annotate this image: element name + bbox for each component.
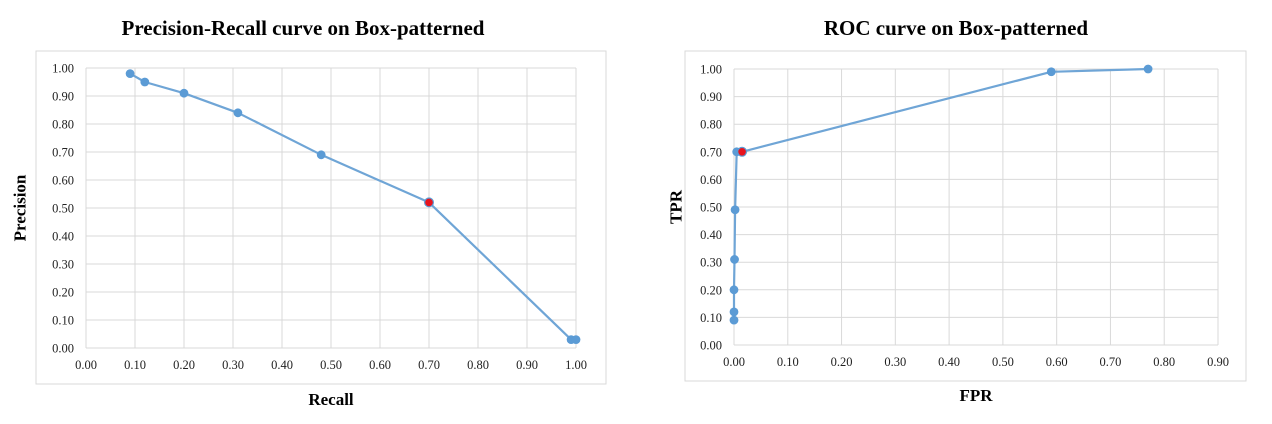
roc-data-point <box>730 255 739 264</box>
pr-x-tick-label: 0.80 <box>467 358 489 372</box>
roc-x-tick-label: 0.80 <box>1153 355 1175 369</box>
roc-y-tick-label: 0.20 <box>700 283 722 297</box>
roc-x-tick-label: 0.60 <box>1046 355 1068 369</box>
pr-data-point <box>125 69 135 78</box>
roc-y-tick-label: 0.00 <box>700 339 722 353</box>
roc-data-point <box>729 285 739 295</box>
roc-y-tick-label: 0.80 <box>700 118 722 132</box>
pr-x-tick-label: 0.20 <box>173 358 195 372</box>
roc-chart-title: ROC curve on Box-patterned <box>823 16 1089 40</box>
roc-data-point <box>729 307 739 317</box>
roc-x-tick-label: 0.00 <box>723 355 745 369</box>
roc-x-tick-label: 0.70 <box>1100 355 1122 369</box>
roc-highlighted-point <box>737 146 748 157</box>
pr-x-tick-label: 0.00 <box>75 358 97 372</box>
pr-y-tick-label: 0.40 <box>52 230 74 244</box>
roc-data-point <box>730 205 740 215</box>
pr-highlighted-point <box>424 197 435 208</box>
pr-y-tick-label: 0.20 <box>52 286 74 300</box>
pr-x-tick-label: 0.10 <box>124 358 146 372</box>
pr-y-tick-label: 0.30 <box>52 258 74 272</box>
roc-x-tick-label: 0.30 <box>884 355 906 369</box>
pr-y-tick-label: 1.00 <box>52 62 74 76</box>
pr-x-tick-label: 0.60 <box>369 358 391 372</box>
pr-x-tick-label: 0.40 <box>271 358 293 372</box>
roc-y-tick-label: 0.60 <box>700 173 722 187</box>
roc-x-tick-label: 0.20 <box>831 355 853 369</box>
pr-y-tick-label: 0.80 <box>52 118 74 132</box>
pr-series-line <box>129 72 576 341</box>
pr-x-tick-label: 0.30 <box>222 358 244 372</box>
roc-x-tick-label: 0.40 <box>938 355 960 369</box>
roc-y-tick-label: 0.40 <box>700 228 722 242</box>
pr-data-point <box>316 150 326 160</box>
pr-data-point <box>233 108 243 118</box>
roc-x-axis-label: FPR <box>959 386 993 405</box>
roc-y-tick-label: 0.90 <box>700 90 722 104</box>
roc-y-tick-label: 0.10 <box>700 311 722 325</box>
pr-data-point <box>179 88 189 98</box>
pr-data-point <box>571 335 581 344</box>
pr-chart: 0.00 0.10 0.20 0.30 0.40 0.50 0.60 0.70 0.80 0.90… <box>11 50 607 409</box>
roc-x-tick-label: 0.90 <box>1207 355 1229 369</box>
pr-x-tick-label: 1.00 <box>565 358 587 372</box>
roc-y-tick-label: 0.70 <box>700 145 722 159</box>
pr-chart-title: Precision-Recall curve on Box-patterned <box>121 16 485 40</box>
pr-data-point <box>140 77 150 87</box>
roc-chart-frame <box>684 50 1247 382</box>
pr-chart-frame <box>35 50 607 385</box>
pr-y-tick-label: 0.00 <box>52 342 74 356</box>
pr-x-tick-label: 0.50 <box>320 358 342 372</box>
pr-y-tick-label: 0.70 <box>52 146 74 160</box>
roc-x-tick-label: 0.50 <box>992 355 1014 369</box>
pr-x-axis-label: Recall <box>308 390 354 409</box>
pr-y-axis-label: Precision <box>11 174 30 241</box>
pr-x-tick-label: 0.70 <box>418 358 440 372</box>
pr-y-tick-label: 0.90 <box>52 90 74 104</box>
roc-y-tick-label: 0.50 <box>700 201 722 215</box>
roc-data-point <box>729 315 739 325</box>
roc-y-tick-label: 1.00 <box>700 63 722 77</box>
roc-x-tick-label: 0.10 <box>777 355 799 369</box>
pr-y-tick-label: 0.10 <box>52 314 74 328</box>
roc-y-tick-label: 0.30 <box>700 256 722 270</box>
roc-data-point <box>1143 64 1153 74</box>
pr-y-tick-label: 0.50 <box>52 202 74 216</box>
roc-chart: 0.00 0.10 0.20 0.30 0.40 0.50 0.60 0.70 0.80 0.90… <box>667 50 1247 405</box>
pr-y-tick-label: 0.60 <box>52 174 74 188</box>
roc-data-point <box>1046 67 1056 77</box>
roc-y-axis-label: TPR <box>667 189 686 224</box>
pr-x-tick-label: 0.90 <box>516 358 538 372</box>
